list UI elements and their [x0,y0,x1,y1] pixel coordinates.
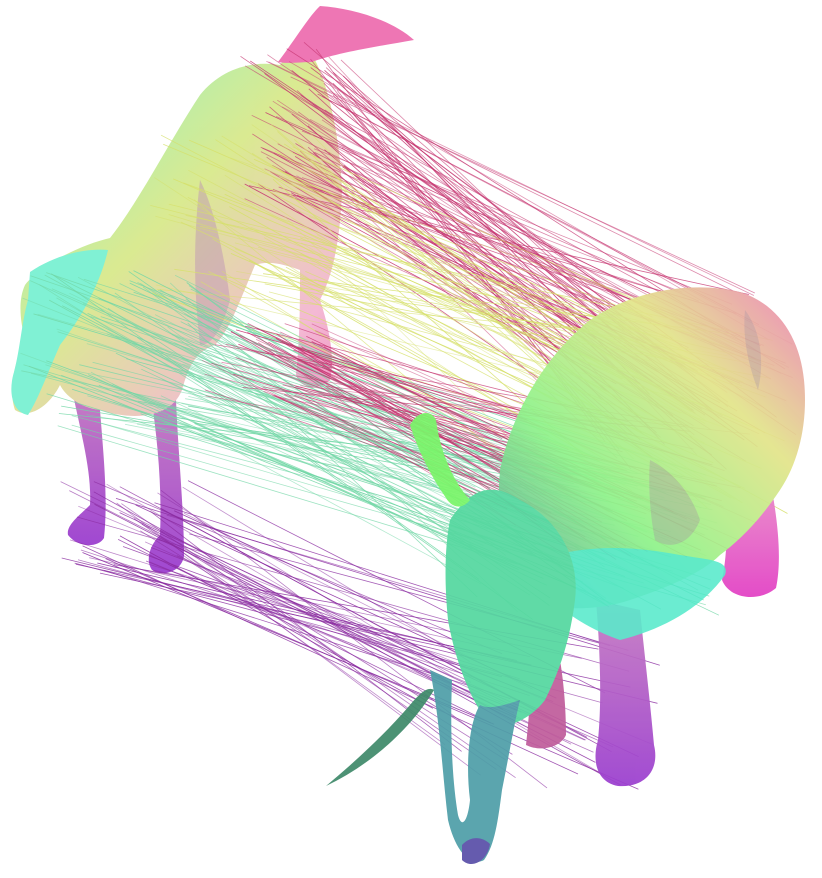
elephant-body [498,287,805,609]
correspondence-line [314,152,672,330]
correspondence-line [324,70,613,331]
correspondence-line [119,535,434,709]
correspondence-line [187,196,608,406]
correspondence-line [80,549,530,696]
correspondence-line [234,248,563,389]
correspondence-line [267,54,637,310]
correspondence-line [157,492,454,678]
elephant-body-shadow-2 [744,310,762,390]
correspondence-line [255,339,529,469]
correspondence-line [276,353,506,462]
correspondence-line [268,61,755,296]
correspondence-line [167,326,478,549]
horse-tail [278,6,414,63]
elephant-front-leg-purple [595,600,656,787]
correspondence-line [330,143,653,318]
correspondence-line [258,342,517,526]
correspondence-line [150,205,674,338]
correspondence-line [248,185,750,295]
correspondence-line [290,76,755,294]
correspondence-line [161,378,489,542]
correspondence-line [294,347,528,421]
correspondence-line [181,553,446,745]
correspondence-line [308,361,502,481]
correspondence-line [79,364,574,485]
elephant-tail [410,413,470,507]
horse-front-leg-right [148,390,184,574]
correspondence-line [90,371,482,585]
correspondence-line [115,498,660,666]
correspondence-line [155,284,578,384]
correspondence-line [274,150,630,352]
correspondence-line [122,546,435,661]
correspondence-line [57,425,518,565]
elephant-trunk-tip [462,838,490,865]
elephant-ear [540,548,726,640]
horse-body [12,8,412,416]
elephant-tusk [326,688,434,786]
correspondence-line [301,130,733,305]
correspondence-line [204,389,508,491]
correspondence-line [168,214,651,362]
elephant-body-shadow [649,460,700,545]
correspondence-line [174,510,456,641]
correspondence-line [56,297,481,540]
correspondence-line [133,518,497,770]
correspondence-line [51,273,480,580]
correspondence-line [276,116,700,302]
correspondence-line [313,148,683,293]
correspondence-line [332,72,625,331]
correspondence-line [320,75,632,306]
elephant-trunk [430,670,520,862]
correspondence-line [295,385,514,437]
correspondence-line [155,215,589,334]
elephant-head [445,489,576,727]
correspondence-line [60,481,472,683]
correspondence-line [317,93,759,325]
correspondence-line [307,125,607,392]
correspondence-line [187,322,478,598]
correspondence-line [142,286,507,556]
correspondence-line [182,486,470,662]
elephant-mesh [326,287,805,865]
correspondence-line [160,395,484,546]
correspondence-line [274,395,508,509]
correspondence-line [74,562,503,678]
